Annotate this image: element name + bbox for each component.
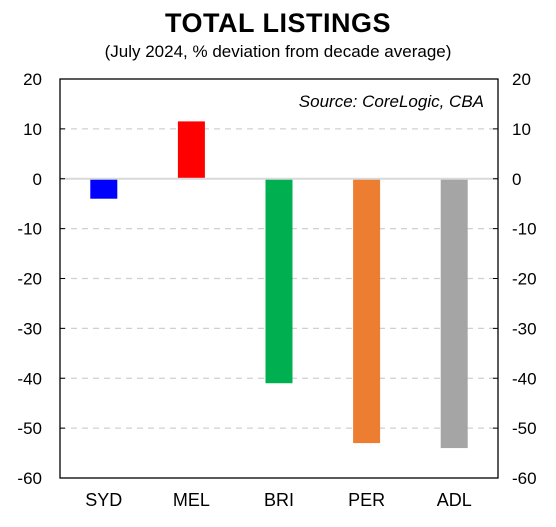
y-tick-label-left: -30 (17, 319, 42, 338)
source-note: Source: CoreLogic, CBA (299, 92, 484, 111)
y-tick-label-right: -50 (512, 419, 537, 438)
y-tick-label-right: 0 (512, 170, 521, 189)
y-tick-label-right: 20 (512, 70, 531, 89)
bar-bri (265, 178, 293, 384)
right-y-axis: 20 10 0 -10 -20 -30 -40 -50 -60 (493, 70, 537, 488)
y-tick-label-right: -40 (512, 369, 537, 388)
x-tick-label: ADL (437, 490, 472, 510)
bar-syd (90, 178, 118, 199)
bar-mel (177, 121, 205, 179)
x-tick-label: PER (348, 490, 385, 510)
y-tick-label-left: -60 (17, 469, 42, 488)
y-tick-label-right: -10 (512, 220, 537, 239)
y-tick-label-left: 0 (33, 170, 42, 189)
y-tick-label-left: 20 (23, 70, 42, 89)
y-tick-label-right: 10 (512, 120, 531, 139)
x-axis: SYD MEL BRI PER ADL (85, 490, 471, 510)
y-tick-label-left: -50 (17, 419, 42, 438)
y-tick-label-left: -10 (17, 220, 42, 239)
bar-adl (440, 178, 468, 449)
y-tick-label-right: -20 (512, 270, 537, 289)
y-tick-label-right: -60 (512, 469, 537, 488)
y-tick-label-left: -20 (17, 270, 42, 289)
bars (90, 121, 468, 449)
bar-per (353, 178, 381, 444)
chart-title: TOTAL LISTINGS (164, 8, 391, 38)
x-tick-label: MEL (173, 490, 210, 510)
y-tick-label-left: 10 (23, 120, 42, 139)
x-tick-label: SYD (85, 490, 122, 510)
gridlines (60, 128, 498, 429)
y-tick-label-right: -30 (512, 319, 537, 338)
chart-subtitle: (July 2024, % deviation from decade aver… (104, 42, 452, 61)
left-y-axis: 20 10 0 -10 -20 -30 -40 -50 -60 (17, 70, 65, 488)
y-tick-label-left: -40 (17, 369, 42, 388)
x-tick-label: BRI (264, 490, 294, 510)
